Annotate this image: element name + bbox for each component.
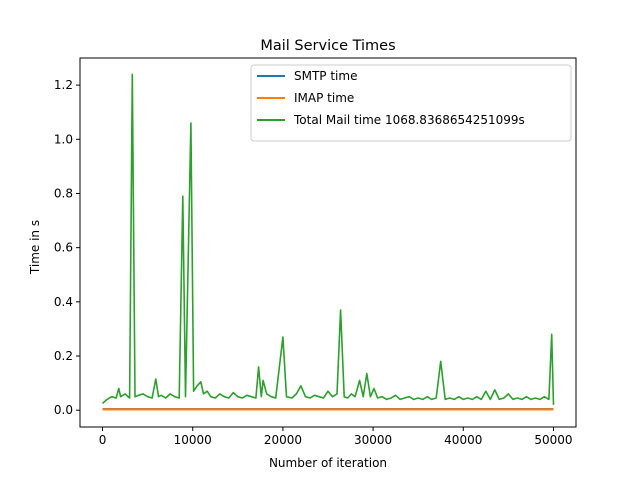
x-axis: 0 10000 20000 30000 40000 50000 xyxy=(99,427,573,447)
legend-box xyxy=(250,64,572,142)
x-tick-label: 20000 xyxy=(264,433,302,447)
legend-label: IMAP time xyxy=(294,91,354,105)
series-line-2 xyxy=(101,73,555,405)
x-tick-label: 50000 xyxy=(534,433,572,447)
axes-frame xyxy=(79,57,577,428)
y-tick-label: 0.8 xyxy=(54,186,73,200)
x-tick-label: 10000 xyxy=(174,433,212,447)
y-tick-label: 0.6 xyxy=(54,241,73,255)
legend-label: Total Mail time 1068.8368654251099s xyxy=(293,113,525,127)
y-tick-label: 1.2 xyxy=(54,78,73,92)
x-axis-label: Number of iteration xyxy=(269,456,387,470)
legend: SMTP time IMAP time Total Mail time 1068.8… xyxy=(250,64,572,142)
y-tick-label: 0.2 xyxy=(54,349,73,363)
x-tick-label: 0 xyxy=(99,433,107,447)
legend-label: SMTP time xyxy=(294,69,357,83)
y-axis: 0.0 0.2 0.4 0.6 0.8 1.0 1.2 xyxy=(54,78,80,417)
y-tick-label: 0.0 xyxy=(54,403,73,417)
y-tick-label: 0.4 xyxy=(54,295,73,309)
x-tick-label: 40000 xyxy=(444,433,482,447)
y-tick-label: 1.0 xyxy=(54,132,73,146)
y-axis-label: Time in s xyxy=(28,220,42,275)
plot-area xyxy=(79,57,577,428)
chart-title: Mail Service Times xyxy=(260,38,395,54)
x-tick-label: 30000 xyxy=(354,433,392,447)
